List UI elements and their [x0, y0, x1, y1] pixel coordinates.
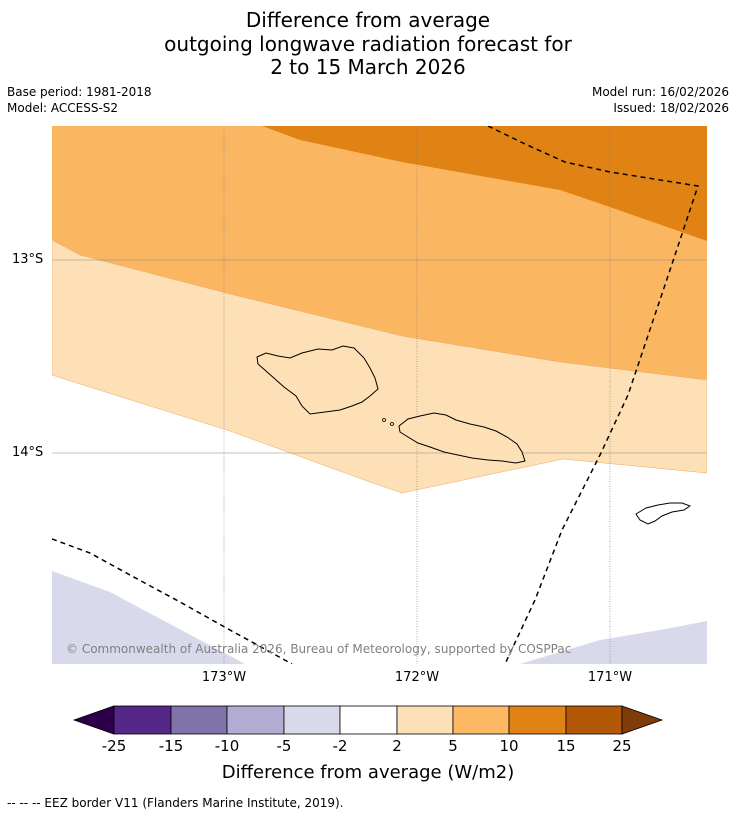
band-neg5-neg2-left — [52, 571, 245, 664]
colorbar-segment — [226, 705, 285, 735]
colorbar — [72, 705, 664, 735]
lon-label-173w: 173°W — [201, 670, 247, 685]
colorbar-segment — [565, 705, 623, 735]
colorbar-tick: -5 — [276, 737, 292, 755]
graticule — [223, 126, 611, 664]
model-name: Model: ACCESS-S2 — [7, 101, 119, 115]
colorbar-tick: -10 — [214, 737, 240, 755]
colorbar-segment — [396, 705, 454, 735]
colorbar-tick: -2 — [332, 737, 348, 755]
colorbar-segment — [170, 705, 228, 735]
colorbar-tick: 5 — [448, 737, 458, 755]
colorbar-title: Difference from average (W/m2) — [221, 762, 515, 783]
issued-date: Issued: 18/02/2026 — [613, 101, 729, 115]
model-run: Model run: 16/02/2026 — [591, 85, 729, 99]
colorbar-segment — [113, 705, 172, 735]
title-line-1: Difference from average — [245, 8, 491, 32]
colorbar-arrow-high — [621, 705, 664, 735]
upolu-island — [398, 412, 526, 464]
colorbar-tick: -25 — [101, 737, 127, 755]
colorbar-tick: 2 — [392, 737, 402, 755]
band-2-5 — [52, 239, 707, 494]
latitude-lines — [52, 259, 707, 454]
lat-label-14s: 14°S — [12, 445, 44, 460]
tutuila-island — [635, 502, 692, 525]
colorbar-segment — [452, 705, 510, 735]
title-line-3: 2 to 15 March 2026 — [270, 55, 466, 79]
colorbar-tick: 15 — [556, 737, 576, 755]
colorbar-arrow-low — [72, 705, 115, 735]
colorbar-tick: 25 — [612, 737, 632, 755]
islet — [390, 422, 394, 426]
lon-label-171w: 171°W — [587, 670, 633, 685]
copyright-notice: © Commonwealth of Australia 2026, Bureau… — [66, 642, 572, 656]
eez-footnote: -- -- -- EEZ border V11 (Flanders Marine… — [7, 796, 344, 810]
islet — [382, 418, 386, 422]
savaii-island — [256, 345, 379, 415]
title-line-2: outgoing longwave radiation forecast for — [164, 32, 572, 56]
base-period: Base period: 1981-2018 — [7, 85, 152, 99]
colorbar-tick: -15 — [158, 737, 184, 755]
band-5-10 — [52, 126, 707, 380]
colorbar-segment — [508, 705, 567, 735]
lat-label-13s: 13°S — [12, 252, 44, 267]
colorbar-segment — [283, 705, 341, 735]
band-neg5-neg2-right — [520, 621, 707, 664]
eez-border — [52, 126, 699, 664]
lon-label-172w: 172°W — [394, 670, 440, 685]
colorbar-tick: 10 — [499, 737, 519, 755]
band-10-15 — [262, 126, 707, 241]
colorbar-segment — [339, 705, 398, 735]
